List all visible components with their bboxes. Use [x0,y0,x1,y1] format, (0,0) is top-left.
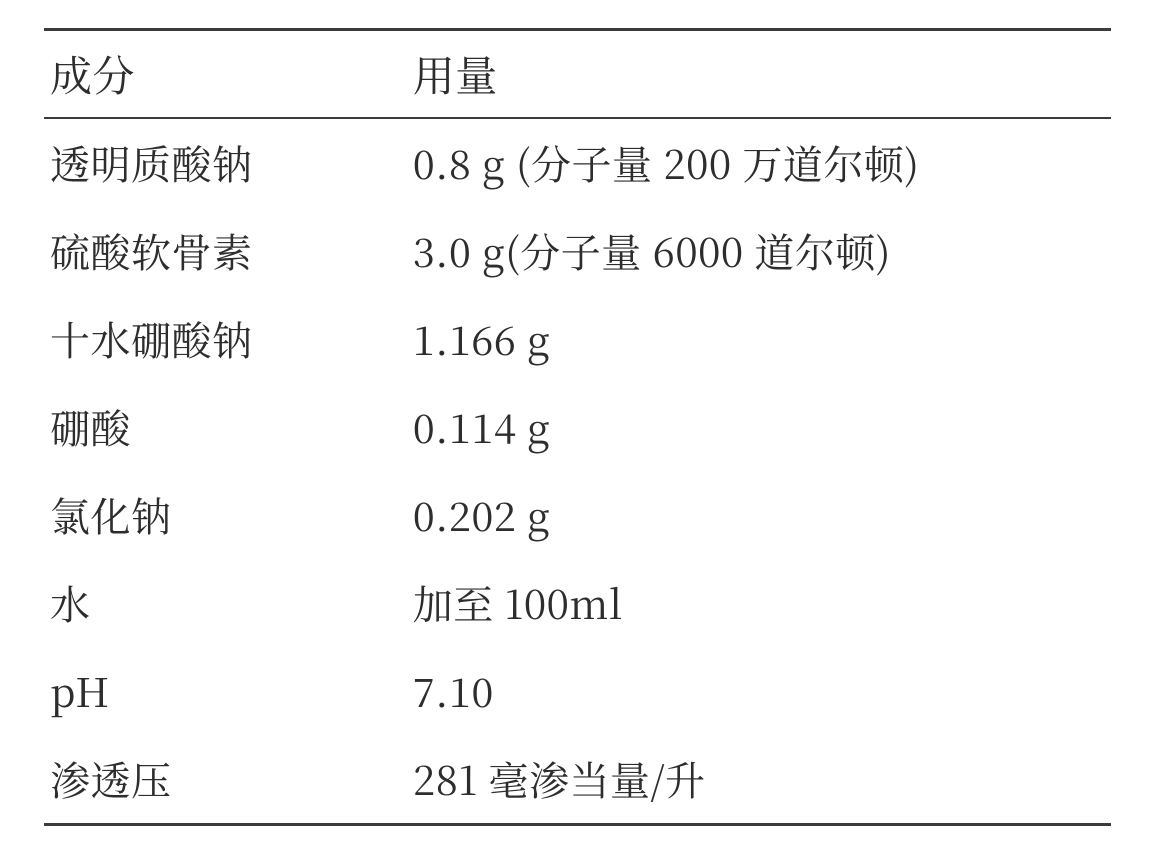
cell-amount: 1.166 g [407,295,1111,383]
composition-table: 成分 用量 透明质酸钠 0.8 g (分子量 200 万道尔顿) 硫酸软骨素 3… [44,28,1111,826]
table-row: 硼酸 0.114 g [44,383,1111,471]
table-row: 水 加至 100ml [44,559,1111,647]
table-row: 硫酸软骨素 3.0 g(分子量 6000 道尔顿) [44,207,1111,295]
cell-amount: 0.202 g [407,471,1111,559]
cell-component: 氯化钠 [44,471,407,559]
cell-component: 十水硼酸钠 [44,295,407,383]
table-row: pH 7.10 [44,647,1111,735]
cell-component: 硼酸 [44,383,407,471]
cell-component: 硫酸软骨素 [44,207,407,295]
table-header-row: 成分 用量 [44,30,1111,119]
cell-component: 透明质酸钠 [44,118,407,207]
cell-component: 渗透压 [44,735,407,825]
cell-component: pH [44,647,407,735]
cell-amount: 0.114 g [407,383,1111,471]
col-header-component: 成分 [44,30,407,119]
table-row: 渗透压 281 毫渗当量/升 [44,735,1111,825]
table-row: 氯化钠 0.202 g [44,471,1111,559]
page: 成分 用量 透明质酸钠 0.8 g (分子量 200 万道尔顿) 硫酸软骨素 3… [0,0,1151,860]
cell-amount: 3.0 g(分子量 6000 道尔顿) [407,207,1111,295]
table-row: 透明质酸钠 0.8 g (分子量 200 万道尔顿) [44,118,1111,207]
table-row: 十水硼酸钠 1.166 g [44,295,1111,383]
cell-amount: 7.10 [407,647,1111,735]
cell-amount: 加至 100ml [407,559,1111,647]
cell-component: 水 [44,559,407,647]
col-header-amount: 用量 [407,30,1111,119]
cell-amount: 0.8 g (分子量 200 万道尔顿) [407,118,1111,207]
cell-amount: 281 毫渗当量/升 [407,735,1111,825]
